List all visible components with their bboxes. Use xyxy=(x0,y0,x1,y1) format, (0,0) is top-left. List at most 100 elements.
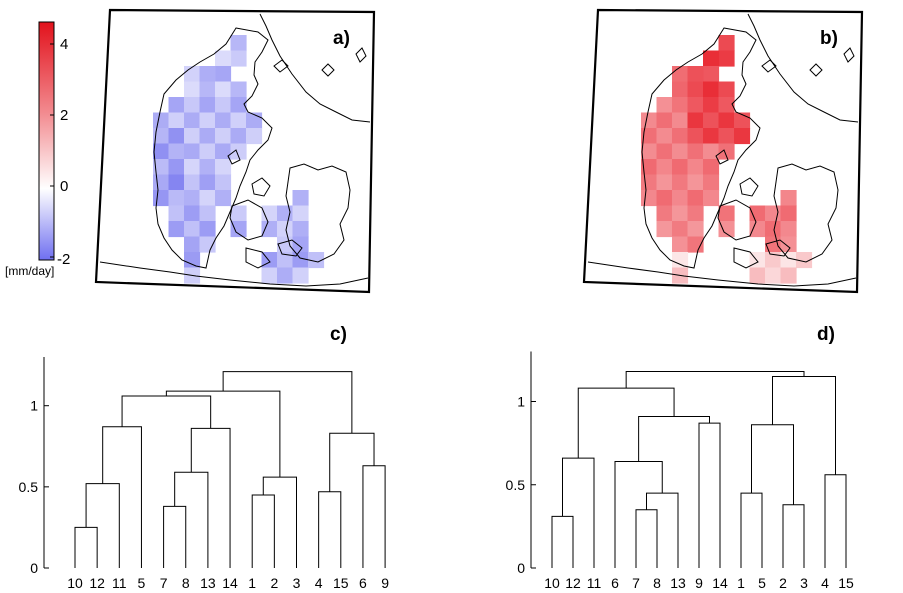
leaf-label: 2 xyxy=(270,575,278,591)
leaf-label: 1 xyxy=(737,575,745,591)
bias-cell xyxy=(703,143,720,160)
cbar-tick-label: 2 xyxy=(60,107,68,124)
y-tick-label: 0.5 xyxy=(19,479,39,495)
bias-cell xyxy=(718,112,735,129)
leaf-label: 3 xyxy=(800,575,808,591)
bias-cell xyxy=(153,159,170,176)
bias-cell xyxy=(765,221,782,238)
bias-cell xyxy=(672,205,689,222)
bias-cell xyxy=(184,66,201,83)
bias-cell xyxy=(672,112,689,129)
map-panel-b: b) xyxy=(582,8,864,294)
bias-cell xyxy=(703,174,720,191)
bias-cell xyxy=(215,174,232,191)
bias-cell xyxy=(672,190,689,207)
bias-cell xyxy=(672,81,689,98)
bias-cell xyxy=(153,143,170,160)
dendrogram-link xyxy=(190,427,231,568)
y-tick-label: 0.5 xyxy=(506,477,526,493)
bias-cell xyxy=(168,221,185,238)
leaf-label: 4 xyxy=(315,575,323,591)
bias-cell xyxy=(641,128,658,145)
bias-cell xyxy=(765,267,782,284)
bias-cell xyxy=(718,205,735,222)
bias-cell xyxy=(292,190,309,207)
bias-cell xyxy=(656,112,673,129)
dendrogram-link xyxy=(772,376,836,475)
bias-cell xyxy=(215,128,232,145)
colorbar-unit-label: [mm/day] xyxy=(5,264,54,278)
bias-cell xyxy=(246,128,263,145)
bias-cell xyxy=(796,252,813,269)
dendrogram-link xyxy=(782,504,805,568)
leaf-label: 7 xyxy=(632,575,640,591)
leaf-label: 11 xyxy=(112,575,127,591)
bias-cell xyxy=(656,128,673,145)
dendrogram-d-leaves: 10 12 11 6 7 8 13 9 14 1 5 2 3 4 15 xyxy=(544,575,854,591)
leaf-label: 6 xyxy=(359,575,367,591)
bias-cell xyxy=(199,112,216,129)
bias-cell xyxy=(687,205,704,222)
bias-cell xyxy=(672,174,689,191)
bias-cell xyxy=(199,190,216,207)
bias-cell xyxy=(780,190,797,207)
leaf-label: 14 xyxy=(222,575,238,591)
bias-cell xyxy=(261,267,278,284)
bias-cell xyxy=(687,174,704,191)
dendrogram-link xyxy=(551,515,574,568)
bias-cell xyxy=(718,128,735,145)
dendrogram-link xyxy=(102,426,142,568)
dendrogram-link xyxy=(121,395,212,429)
bias-cell xyxy=(184,159,201,176)
leaf-label: 4 xyxy=(821,575,829,591)
bias-cell xyxy=(656,205,673,222)
dendrogram-link xyxy=(740,492,763,568)
bias-cell xyxy=(230,221,247,238)
bias-cell xyxy=(184,252,201,269)
leaf-label: 10 xyxy=(67,575,83,591)
bias-cell xyxy=(153,112,170,129)
bias-cell xyxy=(184,190,201,207)
bias-cell xyxy=(168,97,185,114)
bias-cell xyxy=(780,252,797,269)
bias-cell xyxy=(292,221,309,238)
bias-cell xyxy=(215,97,232,114)
dendrogram-link xyxy=(262,476,297,568)
leaf-label: 1 xyxy=(248,575,256,591)
panel-label-b: b) xyxy=(820,28,838,49)
bias-cell xyxy=(687,143,704,160)
colorbar-ticks: 4 2 0 -2 xyxy=(50,36,70,268)
leaf-label: 11 xyxy=(587,575,602,591)
bias-cell xyxy=(687,97,704,114)
dendrogram-link xyxy=(163,505,187,568)
dendrogram-link xyxy=(635,509,658,568)
leaf-label: 10 xyxy=(544,575,560,591)
bias-cell xyxy=(641,190,658,207)
bias-cell xyxy=(718,143,735,160)
bias-cell xyxy=(215,112,232,129)
bias-cell xyxy=(199,174,216,191)
coastline-a xyxy=(99,13,371,287)
bias-cell xyxy=(718,81,735,98)
bias-cell xyxy=(641,174,658,191)
bias-cell xyxy=(687,190,704,207)
bias-cell xyxy=(292,236,309,253)
bias-cell xyxy=(687,112,704,129)
dendrogram-link xyxy=(165,390,281,478)
bias-cell xyxy=(199,205,216,222)
dendrogram-link xyxy=(318,491,342,568)
leaf-label: 15 xyxy=(838,575,854,591)
bias-cell xyxy=(703,50,720,67)
leaf-label: 13 xyxy=(200,575,216,591)
dendrogram-panel-c: c) 00.51 10 12 11 5 7 8 13 14 1 2 3 4 15 6 9 xyxy=(19,324,390,591)
dendrogram-link xyxy=(85,483,120,568)
bias-cell xyxy=(199,159,216,176)
leaf-label: 6 xyxy=(611,575,619,591)
bias-cell xyxy=(656,174,673,191)
leaf-label: 7 xyxy=(160,575,168,591)
leaf-label: 14 xyxy=(712,575,728,591)
dendrogram-link xyxy=(824,474,847,568)
cbar-tick-label: -2 xyxy=(57,251,70,268)
bias-cell xyxy=(672,236,689,253)
dendrogram-link xyxy=(251,494,275,568)
